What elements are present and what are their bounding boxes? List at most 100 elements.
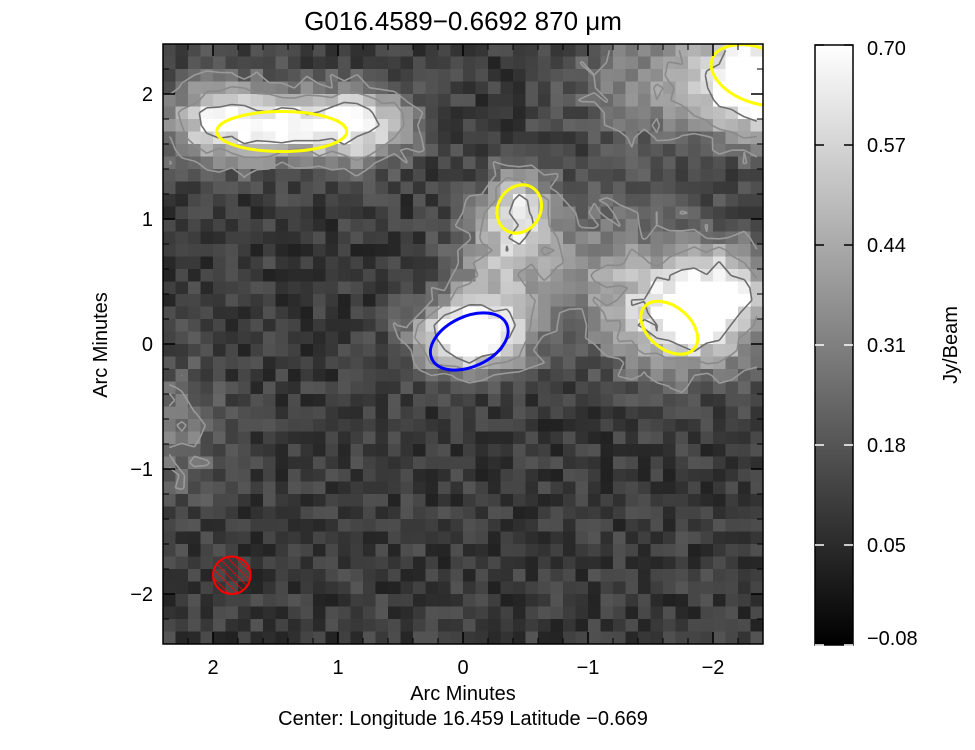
map-pixel [725,181,739,195]
map-pixel [175,256,189,270]
map-pixel [225,331,239,345]
map-pixel [525,381,539,395]
map-pixel [413,456,427,470]
map-pixel [525,419,539,433]
map-pixel [425,69,439,83]
map-pixel [725,69,739,83]
map-pixel [225,356,239,370]
map-pixel [288,556,302,570]
map-pixel [600,544,614,558]
map-pixel [513,619,527,633]
map-pixel [413,431,427,445]
map-pixel [338,206,352,220]
x-axis-ticks: 2 1 0 −1 −2 [162,44,764,679]
map-pixel [388,219,402,233]
map-pixel [575,619,589,633]
map-pixel [625,194,639,208]
map-pixel [688,56,702,70]
map-pixel [163,331,177,345]
map-pixel [463,69,477,83]
map-pixel [375,531,389,545]
map-pixel [163,481,177,495]
map-pixel [525,456,539,470]
map-pixel [363,544,377,558]
map-pixel [513,381,527,395]
map-pixel [650,556,664,570]
map-pixel [625,481,639,495]
map-pixel [675,419,689,433]
map-pixel [750,269,763,283]
map-pixel [200,594,214,608]
map-pixel [338,481,352,495]
map-pixel [550,469,564,483]
map-pixel [338,44,352,58]
map-pixel [388,231,402,245]
map-pixel [163,69,177,83]
map-pixel [600,369,614,383]
map-pixel [713,494,727,508]
map-pixel [213,331,227,345]
map-pixel [213,606,227,620]
map-pixel [750,131,763,145]
map-pixel [525,531,539,545]
map-pixel [688,119,702,133]
map-pixel [338,581,352,595]
map-pixel [550,381,564,395]
map-pixel [688,506,702,520]
map-pixel [363,331,377,345]
map-pixel [288,206,302,220]
map-pixel [238,181,252,195]
map-pixel [200,156,214,170]
map-pixel [675,369,689,383]
map-pixel [600,131,614,145]
map-pixel [413,369,427,383]
map-pixel [288,369,302,383]
map-pixel [225,606,239,620]
map-pixel [188,519,202,533]
map-pixel [613,106,627,120]
map-pixel [375,344,389,358]
map-pixel [400,544,414,558]
map-pixel [400,169,414,183]
map-pixel [575,344,589,358]
map-pixel [725,556,739,570]
map-pixel [175,144,189,158]
map-pixel [613,494,627,508]
map-pixel [638,419,652,433]
map-pixel [375,369,389,383]
map-pixel [163,281,177,295]
map-pixel [175,219,189,233]
map-pixel [650,156,664,170]
map-pixel [325,331,339,345]
map-pixel [688,94,702,108]
map-pixel [350,144,364,158]
map-pixel [425,319,439,333]
map-pixel [388,456,402,470]
map-pixel [313,394,327,408]
map-pixel [500,369,514,383]
map-pixel [213,619,227,633]
map-pixel [175,519,189,533]
map-pixel [638,156,652,170]
map-pixel [413,394,427,408]
map-pixel [438,456,452,470]
map-pixel [175,44,189,58]
map-pixel [175,431,189,445]
map-pixel [563,106,577,120]
map-pixel [425,469,439,483]
map-pixel [338,431,352,445]
map-pixel [238,456,252,470]
map-pixel [588,244,602,258]
map-pixel [163,169,177,183]
map-pixel [675,144,689,158]
map-pixel [288,319,302,333]
map-pixel [575,44,589,58]
map-pixel [538,131,552,145]
map-pixel [625,119,639,133]
map-pixel [513,544,527,558]
map-pixel [463,469,477,483]
map-pixel [225,44,239,58]
map-pixel [388,94,402,108]
map-pixel [738,494,752,508]
map-pixel [588,394,602,408]
